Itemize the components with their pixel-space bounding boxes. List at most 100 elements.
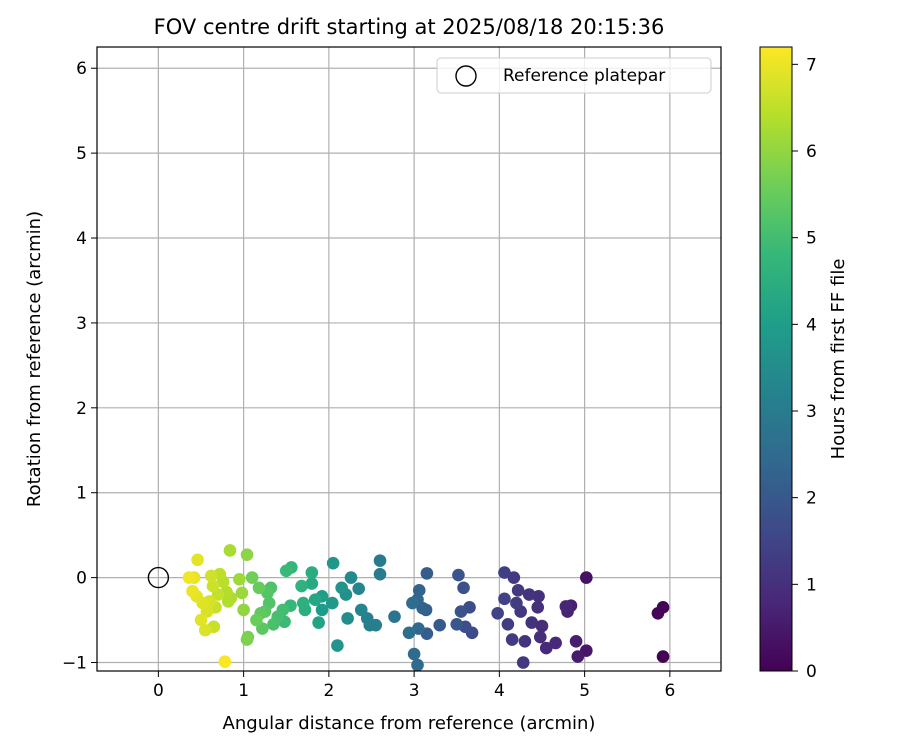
data-point [250,613,263,627]
data-point [186,584,199,598]
y-tick-label: 2 [76,399,87,419]
y-tick-label: 0 [76,569,87,589]
data-point [656,650,670,663]
data-point [245,571,259,584]
data-point [571,650,585,663]
data-point [191,553,204,567]
legend: Reference platepar [436,57,712,94]
x-tick-label: 2 [323,681,334,701]
data-point [580,571,593,584]
data-point [406,596,419,610]
x-tick-label: 4 [494,681,505,701]
data-point [335,581,348,595]
data-point [312,616,325,629]
x-tick-label: 0 [153,681,164,701]
data-point [516,656,530,669]
colorbar-tick-label: 3 [806,402,817,422]
data-point [233,573,246,586]
data-point [505,633,519,646]
data-point [194,613,208,627]
data-point [402,626,416,640]
y-tick-label: 5 [76,144,87,164]
data-point [507,571,521,584]
data-point [651,606,665,620]
y-tick-label: 1 [76,484,87,504]
colorbar-tick-label: 6 [806,142,817,162]
colorbar-tick-label: 2 [806,489,817,509]
data-point [206,579,220,593]
data-point [452,568,465,582]
data-point [221,595,235,608]
data-point [411,658,424,672]
data-point [569,634,583,648]
plot-frame [96,46,722,672]
colorbar-tick-label: 0 [806,662,817,682]
data-point [295,579,308,593]
data-point [267,618,280,631]
x-tick-label: 3 [409,681,420,701]
data-point [240,633,254,646]
data-point [412,622,425,635]
data-point [498,566,511,579]
data-point [373,567,387,581]
y-tick-label: −1 [62,654,87,674]
x-tick-label: 1 [238,681,249,701]
data-point [539,641,553,655]
data-point [240,548,254,561]
data-point [533,630,547,644]
x-tick-label: 6 [664,681,675,701]
data-point [454,605,468,618]
colorbar-label: Hours from first FF file [828,259,849,460]
data-point [352,582,366,595]
data-point [450,618,464,631]
data-point [198,623,212,637]
colorbar-tick-label: 5 [806,229,817,249]
data-point [223,544,237,557]
data-point [535,619,549,633]
data-point [182,571,196,584]
chart-title: FOV centre drift starting at 2025/08/18 … [154,15,665,39]
data-point [373,554,387,567]
x-axis-ticks: 0 1 2 3 4 5 6 [153,671,675,701]
data-point [344,571,358,584]
data-point [388,610,401,623]
data-point [412,584,426,597]
data-point [341,612,354,625]
data-point [331,639,344,652]
data-point [315,603,329,617]
data-point [354,603,368,617]
data-point [531,601,545,614]
data-point [407,647,421,661]
y-tick-label: 6 [76,59,87,79]
data-point [204,569,218,583]
data-point [305,577,319,590]
y-tick-label: 3 [76,314,87,334]
y-axis-label: Rotation from reference (arcmin) [24,211,45,507]
colorbar-tick-label: 7 [806,55,817,75]
data-points [182,544,670,672]
data-point [532,589,545,603]
y-axis-ticks: −1 0 1 2 3 4 5 6 [62,59,97,674]
data-point [433,618,446,632]
data-point [491,606,504,620]
colorbar-tick-label: 4 [806,315,817,335]
legend-entry-label: Reference platepar [503,66,665,86]
data-point [511,584,525,597]
data-point [252,581,266,595]
x-tick-label: 5 [579,681,590,701]
reference-point-layer [147,566,170,589]
data-point [518,634,532,648]
colorbar-gradient [759,46,793,672]
data-point [498,592,511,606]
data-point [308,593,322,606]
data-point [525,616,539,629]
colorbar-tick-label: 1 [806,575,817,595]
data-point [510,596,523,610]
data-point [501,618,515,631]
data-point [326,556,340,570]
legend-box [436,57,712,94]
x-axis-label: Angular distance from reference (arcmin) [223,713,596,734]
data-point [420,567,434,580]
colorbar-ticks: 0 1 2 3 4 5 6 7 [792,55,817,682]
